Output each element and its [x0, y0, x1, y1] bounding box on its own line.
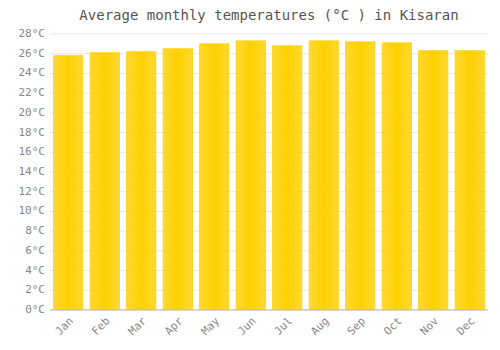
- bar: [455, 51, 484, 310]
- bar: [163, 49, 192, 310]
- title: Average monthly temperatures (°C ) in Ki…: [79, 7, 458, 23]
- x-tick-label: Dec: [454, 315, 477, 338]
- x-tick-label: Nov: [418, 314, 442, 338]
- chart: 0°C 2°C 4°C 6°C 8°C 10°C 12°C 14°C 16°C 18°C 20°C 2…: [0, 0, 500, 350]
- bar: [273, 46, 302, 310]
- bar: [54, 56, 83, 310]
- y-tick-label: 6°C: [25, 244, 45, 257]
- y-tick-label: 20°C: [19, 106, 46, 119]
- bar: [382, 43, 411, 310]
- bar: [236, 41, 265, 310]
- x-tick-label: Aug: [308, 315, 331, 338]
- y-tick-label: 8°C: [25, 224, 45, 237]
- y-tick-label: 24°C: [19, 66, 46, 79]
- y-tick-label: 10°C: [19, 204, 46, 217]
- y-tick-label: 4°C: [25, 264, 45, 277]
- bar: [90, 53, 119, 310]
- y-tick-label: 18°C: [19, 126, 46, 139]
- x-tick-label: Oct: [381, 315, 404, 338]
- x-axis-line: [50, 310, 488, 311]
- x-tick-label: May: [199, 314, 223, 338]
- y-tick-label: 2°C: [25, 283, 45, 296]
- bar: [346, 42, 375, 310]
- y-tick-label: 14°C: [19, 165, 46, 178]
- x-tick-label: Mar: [126, 314, 150, 338]
- grid: [50, 34, 488, 310]
- y-tick-label: 16°C: [19, 145, 46, 158]
- bar: [127, 52, 156, 310]
- bars: [54, 41, 485, 310]
- x-tick-label: Apr: [162, 314, 186, 338]
- x-tick-label: Jun: [235, 315, 258, 338]
- grid-line: [50, 310, 488, 311]
- bar: [309, 41, 338, 310]
- bar: [419, 51, 448, 310]
- y-tick-label: 12°C: [19, 185, 46, 198]
- x-tick-label: Jan: [53, 315, 76, 338]
- y-tick-label: 0°C: [25, 303, 45, 316]
- grid-line: [50, 34, 488, 35]
- x-tick-label: Feb: [89, 315, 112, 338]
- y-tick-label: 26°C: [19, 47, 46, 60]
- bar: [200, 44, 229, 310]
- y-tick-label: 28°C: [19, 27, 46, 40]
- x-tick-label: Sep: [345, 315, 368, 338]
- x-tick-label: Jul: [272, 315, 295, 338]
- y-tick-label: 22°C: [19, 86, 46, 99]
